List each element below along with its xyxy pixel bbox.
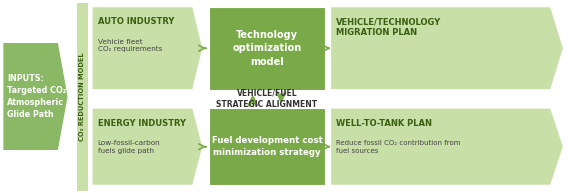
Text: Low-fossil-carbon
fuels glide path: Low-fossil-carbon fuels glide path <box>98 140 160 154</box>
Polygon shape <box>331 108 563 185</box>
Text: WELL-TO-TANK PLAN: WELL-TO-TANK PLAN <box>336 119 432 128</box>
Text: CO₂ REDUCTION MODEL: CO₂ REDUCTION MODEL <box>79 52 85 141</box>
Text: VEHICLE/TECHNOLOGY
MIGRATION PLAN: VEHICLE/TECHNOLOGY MIGRATION PLAN <box>336 17 441 37</box>
Bar <box>209 108 325 185</box>
Text: INPUTS:
Targeted CO₂
Atmospheric
Glide Path: INPUTS: Targeted CO₂ Atmospheric Glide P… <box>7 74 66 119</box>
Bar <box>209 7 325 90</box>
Polygon shape <box>92 7 203 90</box>
Polygon shape <box>3 42 68 151</box>
Text: Technology
optimization
model: Technology optimization model <box>233 30 302 67</box>
Text: ENERGY INDUSTRY: ENERGY INDUSTRY <box>98 119 186 128</box>
Text: VEHICLE/FUEL
STRATEGIC ALIGNMENT: VEHICLE/FUEL STRATEGIC ALIGNMENT <box>216 89 318 109</box>
Text: Vehicle fleet
CO₂ requirements: Vehicle fleet CO₂ requirements <box>98 39 162 52</box>
Text: Fuel development cost
minimization strategy: Fuel development cost minimization strat… <box>212 136 323 157</box>
Text: Reduce fossil CO₂ contribution from
fuel sources: Reduce fossil CO₂ contribution from fuel… <box>336 140 461 154</box>
Text: AUTO INDUSTRY: AUTO INDUSTRY <box>98 17 174 26</box>
Polygon shape <box>331 7 563 90</box>
Bar <box>76 2 88 191</box>
Polygon shape <box>92 108 203 185</box>
